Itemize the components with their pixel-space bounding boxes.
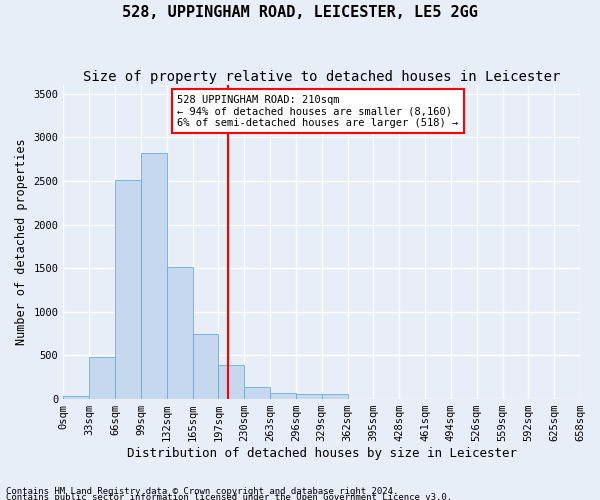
- Bar: [167, 266, 193, 399]
- X-axis label: Distribution of detached houses by size in Leicester: Distribution of detached houses by size …: [127, 447, 517, 460]
- Y-axis label: Number of detached properties: Number of detached properties: [15, 139, 28, 346]
- Text: Contains public sector information licensed under the Open Government Licence v3: Contains public sector information licen…: [6, 492, 452, 500]
- Text: 528, UPPINGHAM ROAD, LEICESTER, LE5 2GG: 528, UPPINGHAM ROAD, LEICESTER, LE5 2GG: [122, 5, 478, 20]
- Title: Size of property relative to detached houses in Leicester: Size of property relative to detached ho…: [83, 70, 560, 84]
- Bar: [115, 180, 141, 399]
- Bar: [141, 153, 167, 399]
- Bar: [89, 357, 115, 399]
- Bar: [296, 394, 322, 399]
- Text: Contains HM Land Registry data © Crown copyright and database right 2024.: Contains HM Land Registry data © Crown c…: [6, 486, 398, 496]
- Bar: [244, 387, 270, 399]
- Text: 528 UPPINGHAM ROAD: 210sqm
← 94% of detached houses are smaller (8,160)
6% of se: 528 UPPINGHAM ROAD: 210sqm ← 94% of deta…: [177, 94, 458, 128]
- Bar: [218, 365, 244, 399]
- Bar: [270, 392, 296, 399]
- Bar: [64, 396, 89, 399]
- Bar: [322, 394, 347, 399]
- Bar: [193, 334, 218, 399]
